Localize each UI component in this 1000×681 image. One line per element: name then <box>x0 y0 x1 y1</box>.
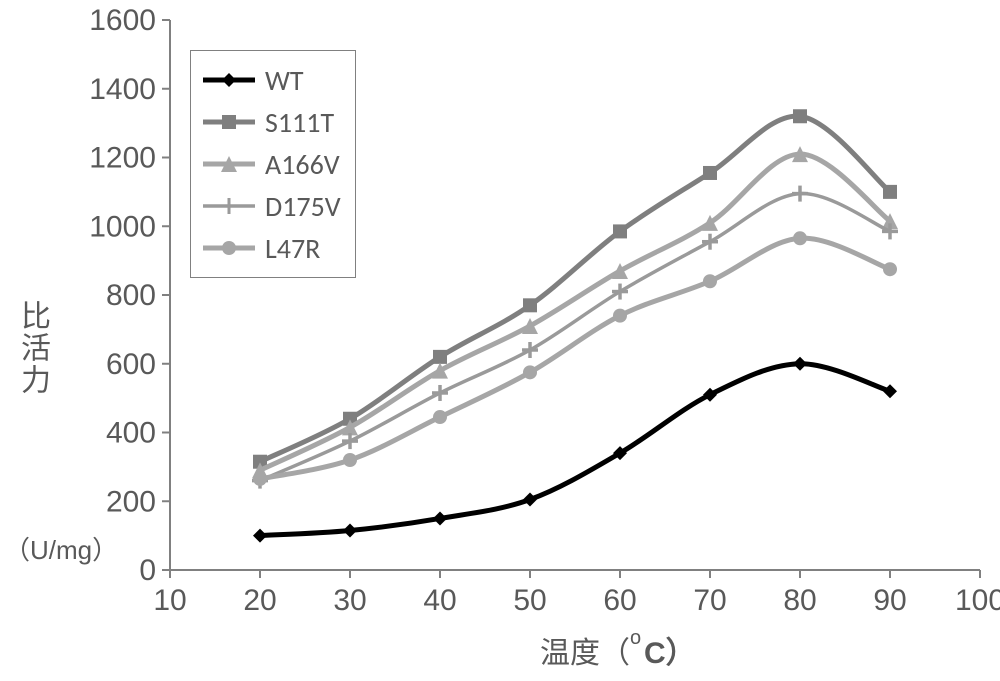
legend-label: L47R <box>265 231 320 266</box>
svg-text:40: 40 <box>423 584 456 617</box>
x-axis-label: 温度（oC） <box>540 628 696 672</box>
svg-text:1000: 1000 <box>89 210 156 243</box>
series-WT <box>253 357 897 543</box>
svg-text:70: 70 <box>693 584 726 617</box>
y-axis-label-unit: （U/mg） <box>4 530 118 567</box>
svg-text:200: 200 <box>106 485 156 518</box>
x-axis-label-text: 温度（ <box>540 637 630 670</box>
svg-text:400: 400 <box>106 417 156 450</box>
svg-text:600: 600 <box>106 348 156 381</box>
legend-label: D175V <box>265 189 341 224</box>
x-axis-label-unit: C） <box>644 637 696 670</box>
legend: WT S111T A166V D175V L47R <box>190 50 356 278</box>
legend-item-WT: WT <box>201 59 341 101</box>
legend-item-D175V: D175V <box>201 185 341 227</box>
svg-text:30: 30 <box>333 584 366 617</box>
svg-text:20: 20 <box>243 584 276 617</box>
legend-swatch <box>201 192 257 220</box>
legend-swatch <box>201 234 257 262</box>
legend-item-S111T: S111T <box>201 101 341 143</box>
svg-text:10: 10 <box>153 584 186 617</box>
svg-text:800: 800 <box>106 279 156 312</box>
svg-text:50: 50 <box>513 584 546 617</box>
chart-container: 0 200 400 600 800 1000 1200 1400 1600 10 20 30 40 50 6… <box>0 0 1000 681</box>
svg-text:1200: 1200 <box>89 142 156 175</box>
legend-item-L47R: L47R <box>201 227 341 269</box>
legend-swatch <box>201 108 257 136</box>
legend-swatch <box>201 150 257 178</box>
legend-swatch <box>201 66 257 94</box>
svg-text:1400: 1400 <box>89 73 156 106</box>
degree-symbol: o <box>630 627 641 650</box>
legend-label: A166V <box>265 147 340 182</box>
legend-label: S111T <box>265 105 334 140</box>
svg-text:60: 60 <box>603 584 636 617</box>
svg-text:100: 100 <box>955 584 1000 617</box>
legend-item-A166V: A166V <box>201 143 341 185</box>
svg-text:0: 0 <box>139 554 156 587</box>
svg-text:1600: 1600 <box>89 4 156 37</box>
chart-svg: 0 200 400 600 800 1000 1200 1400 1600 10 20 30 40 50 6… <box>0 0 1000 681</box>
svg-text:80: 80 <box>783 584 816 617</box>
svg-text:90: 90 <box>873 584 906 617</box>
y-axis-label: 比活力 <box>16 300 49 396</box>
legend-label: WT <box>265 63 304 98</box>
